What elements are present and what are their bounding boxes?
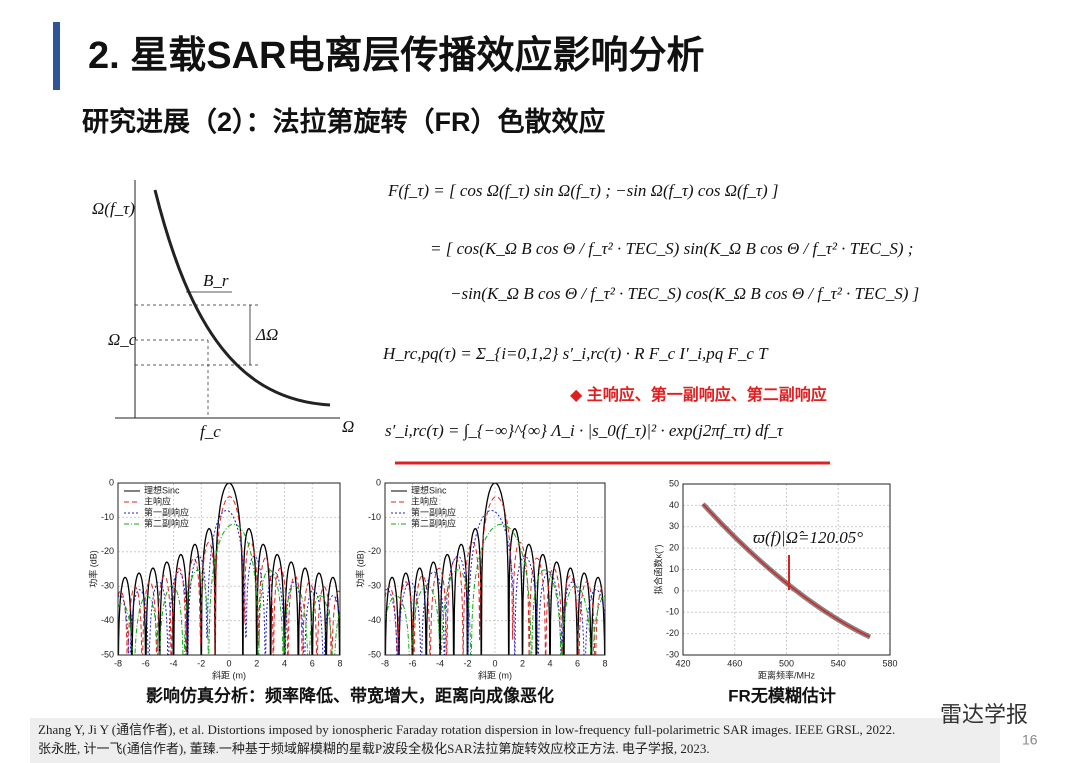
diagram-label: ΔΩ: [255, 325, 278, 344]
diagram-label: B_r: [203, 271, 229, 290]
y-tick-label: 0: [376, 477, 381, 487]
diagram-label: f_c: [200, 422, 221, 441]
x-tick-label: 6: [310, 658, 315, 668]
equation: s′_i,rc(τ) = ∫_{−∞}^{∞} Λ_i · |s_0(f_τ)|…: [385, 421, 784, 441]
page-number: 16: [1022, 732, 1038, 748]
diagram-label: Ω(f_τ): [92, 199, 135, 218]
y-tick-label: -50: [101, 649, 114, 659]
y-tick-label: 40: [669, 500, 679, 510]
x-tick-label: 4: [547, 658, 552, 668]
x-tick-label: 500: [779, 658, 794, 668]
reference: Zhang Y, Ji Y (通信作者), et al. Distortions…: [38, 722, 895, 737]
x-tick-label: 8: [337, 658, 342, 668]
diagram: [115, 180, 340, 419]
y-tick-label: 0: [109, 477, 114, 487]
x-tick-label: 420: [675, 658, 690, 668]
equation: −sin(K_Ω B cos Θ / f_τ² · TEC_S) cos(K_Ω…: [450, 284, 919, 303]
x-tick-label: -8: [114, 658, 122, 668]
x-tick-label: 2: [520, 658, 525, 668]
plot-frame: [117, 482, 341, 656]
y-tick-label: -30: [666, 649, 679, 659]
y-tick-label: 50: [669, 478, 679, 488]
y-tick-label: -20: [368, 546, 381, 556]
y-tick-label: -50: [368, 649, 381, 659]
y-tick-label: -20: [101, 546, 114, 556]
title: 2. 星载SAR电离层传播效应影响分析: [88, 35, 704, 77]
legend-label: 主响应: [144, 495, 171, 506]
diagram-label: Ω_c: [108, 330, 137, 349]
x-tick-label: -6: [142, 658, 150, 668]
legend-label: 第二副响应: [144, 517, 189, 528]
caption: FR无模糊估计: [728, 685, 836, 705]
curve: [118, 510, 340, 655]
x-tick-label: 2: [254, 658, 259, 668]
equation: = [ cos(K_Ω B cos Θ / f_τ² · TEC_S) sin(…: [430, 239, 913, 258]
curve: [153, 189, 331, 407]
caption: 影响仿真分析：频率降低、带宽增大，距离向成像恶化: [146, 685, 554, 705]
y-tick-label: 10: [669, 564, 679, 574]
legend-label: 理想Sinc: [144, 484, 180, 495]
y-tick-label: -10: [666, 607, 679, 617]
logo: 雷达学报: [940, 702, 1028, 727]
curve: [385, 523, 605, 655]
x-tick-label: 460: [727, 658, 742, 668]
curves: [118, 483, 340, 655]
reference: 张永胜, 计一飞(通信作者), 董臻.一种基于频域解模糊的星载P波段全极化SAR…: [38, 741, 710, 756]
curve: [385, 496, 605, 655]
x-tick-label: 580: [882, 658, 897, 668]
x-axis-label: 斜距 (m): [212, 669, 246, 680]
x-tick-label: -4: [169, 658, 177, 668]
x-axis-label: 距离频率/MHz: [758, 669, 815, 680]
curves: [701, 502, 872, 640]
y-tick-label: -30: [368, 581, 381, 591]
legend-label: 理想Sinc: [411, 484, 447, 495]
curve: [702, 503, 871, 638]
x-tick-label: 0: [226, 658, 231, 668]
legend-label: 第二副响应: [411, 517, 456, 528]
curves: [385, 483, 605, 655]
annotation: ϖ(f)|Ω̂=120.05°: [753, 528, 863, 547]
y-tick-label: -40: [368, 615, 381, 625]
x-axis-label: 斜距 (m): [478, 669, 512, 680]
legend-label: 第一副响应: [144, 506, 189, 517]
y-tick-label: -10: [101, 512, 114, 522]
note: ◆ 主响应、第一副响应、第二副响应: [570, 385, 827, 404]
y-axis-label: 拟合函数κ(°): [652, 544, 663, 594]
plot-frame: [384, 482, 606, 656]
y-axis-label: 功率 (dB): [354, 550, 365, 588]
y-tick-label: -10: [368, 512, 381, 522]
x-tick-label: 0: [492, 658, 497, 668]
y-tick-label: -30: [101, 581, 114, 591]
y-tick-label: -40: [101, 615, 114, 625]
y-tick-label: -20: [666, 628, 679, 638]
legend-label: 第一副响应: [411, 506, 456, 517]
plot-frame: [682, 483, 891, 656]
equation: H_rc,pq(τ) = Σ_{i=0,1,2} s′_i,rc(τ) · R …: [382, 344, 769, 363]
x-tick-label: -6: [408, 658, 416, 668]
diagram-label: Ω: [342, 417, 354, 436]
y-tick-label: 30: [669, 521, 679, 531]
y-tick-label: 20: [669, 543, 679, 553]
subtitle: 研究进展（2）：法拉第旋转（FR）色散效应: [82, 106, 606, 137]
x-tick-label: -2: [197, 658, 205, 668]
curve: [385, 483, 605, 655]
y-axis-label: 功率 (dB): [87, 550, 98, 588]
x-tick-label: 6: [575, 658, 580, 668]
plots: -8 -6 -4 -2 0 2 4 6 80-10-20-30-40-50理想Sinc主响应第一…: [87, 477, 897, 680]
legend-label: 主响应: [411, 495, 438, 506]
x-tick-label: -4: [436, 658, 444, 668]
x-tick-label: 4: [282, 658, 287, 668]
y-tick-label: 0: [674, 585, 679, 595]
curve: [118, 483, 340, 655]
curve: [118, 523, 340, 655]
title-bar: [53, 22, 60, 90]
reference-box: [30, 718, 1000, 763]
x-tick-label: -8: [381, 658, 389, 668]
equation: F(f_τ) = [ cos Ω(f_τ) sin Ω(f_τ) ; −sin …: [387, 181, 779, 200]
x-tick-label: 8: [602, 658, 607, 668]
x-tick-label: -2: [463, 658, 471, 668]
x-tick-label: 540: [831, 658, 846, 668]
